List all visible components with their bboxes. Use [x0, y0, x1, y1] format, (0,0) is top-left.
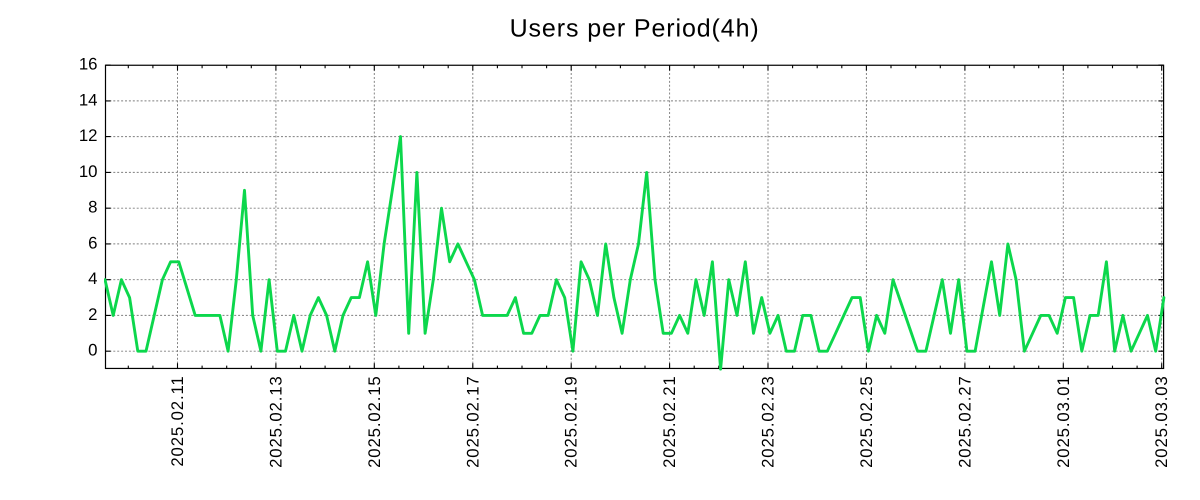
svg-text:2025.02.19: 2025.02.19	[562, 375, 581, 468]
svg-text:12: 12	[79, 126, 98, 145]
svg-text:2: 2	[88, 305, 97, 324]
svg-text:6: 6	[88, 233, 97, 252]
svg-text:0: 0	[88, 341, 97, 360]
svg-text:2025.02.25: 2025.02.25	[857, 375, 876, 468]
svg-text:2025.02.17: 2025.02.17	[463, 375, 482, 468]
svg-text:8: 8	[88, 198, 97, 217]
svg-text:4: 4	[88, 269, 97, 288]
svg-text:10: 10	[79, 162, 98, 181]
svg-text:2025.02.23: 2025.02.23	[759, 375, 778, 468]
svg-text:2025.02.15: 2025.02.15	[365, 375, 384, 468]
svg-text:16: 16	[79, 55, 98, 74]
svg-text:14: 14	[79, 90, 98, 109]
svg-text:2025.02.21: 2025.02.21	[660, 375, 679, 468]
svg-text:2025.02.27: 2025.02.27	[955, 375, 974, 468]
svg-text:2025.03.03: 2025.03.03	[1152, 375, 1171, 468]
svg-text:2025.03.01: 2025.03.01	[1054, 375, 1073, 468]
svg-text:2025.02.11: 2025.02.11	[168, 375, 187, 466]
svg-text:2025.02.13: 2025.02.13	[266, 375, 285, 468]
svg-text:Users per Period(4h): Users per Period(4h)	[510, 15, 760, 43]
